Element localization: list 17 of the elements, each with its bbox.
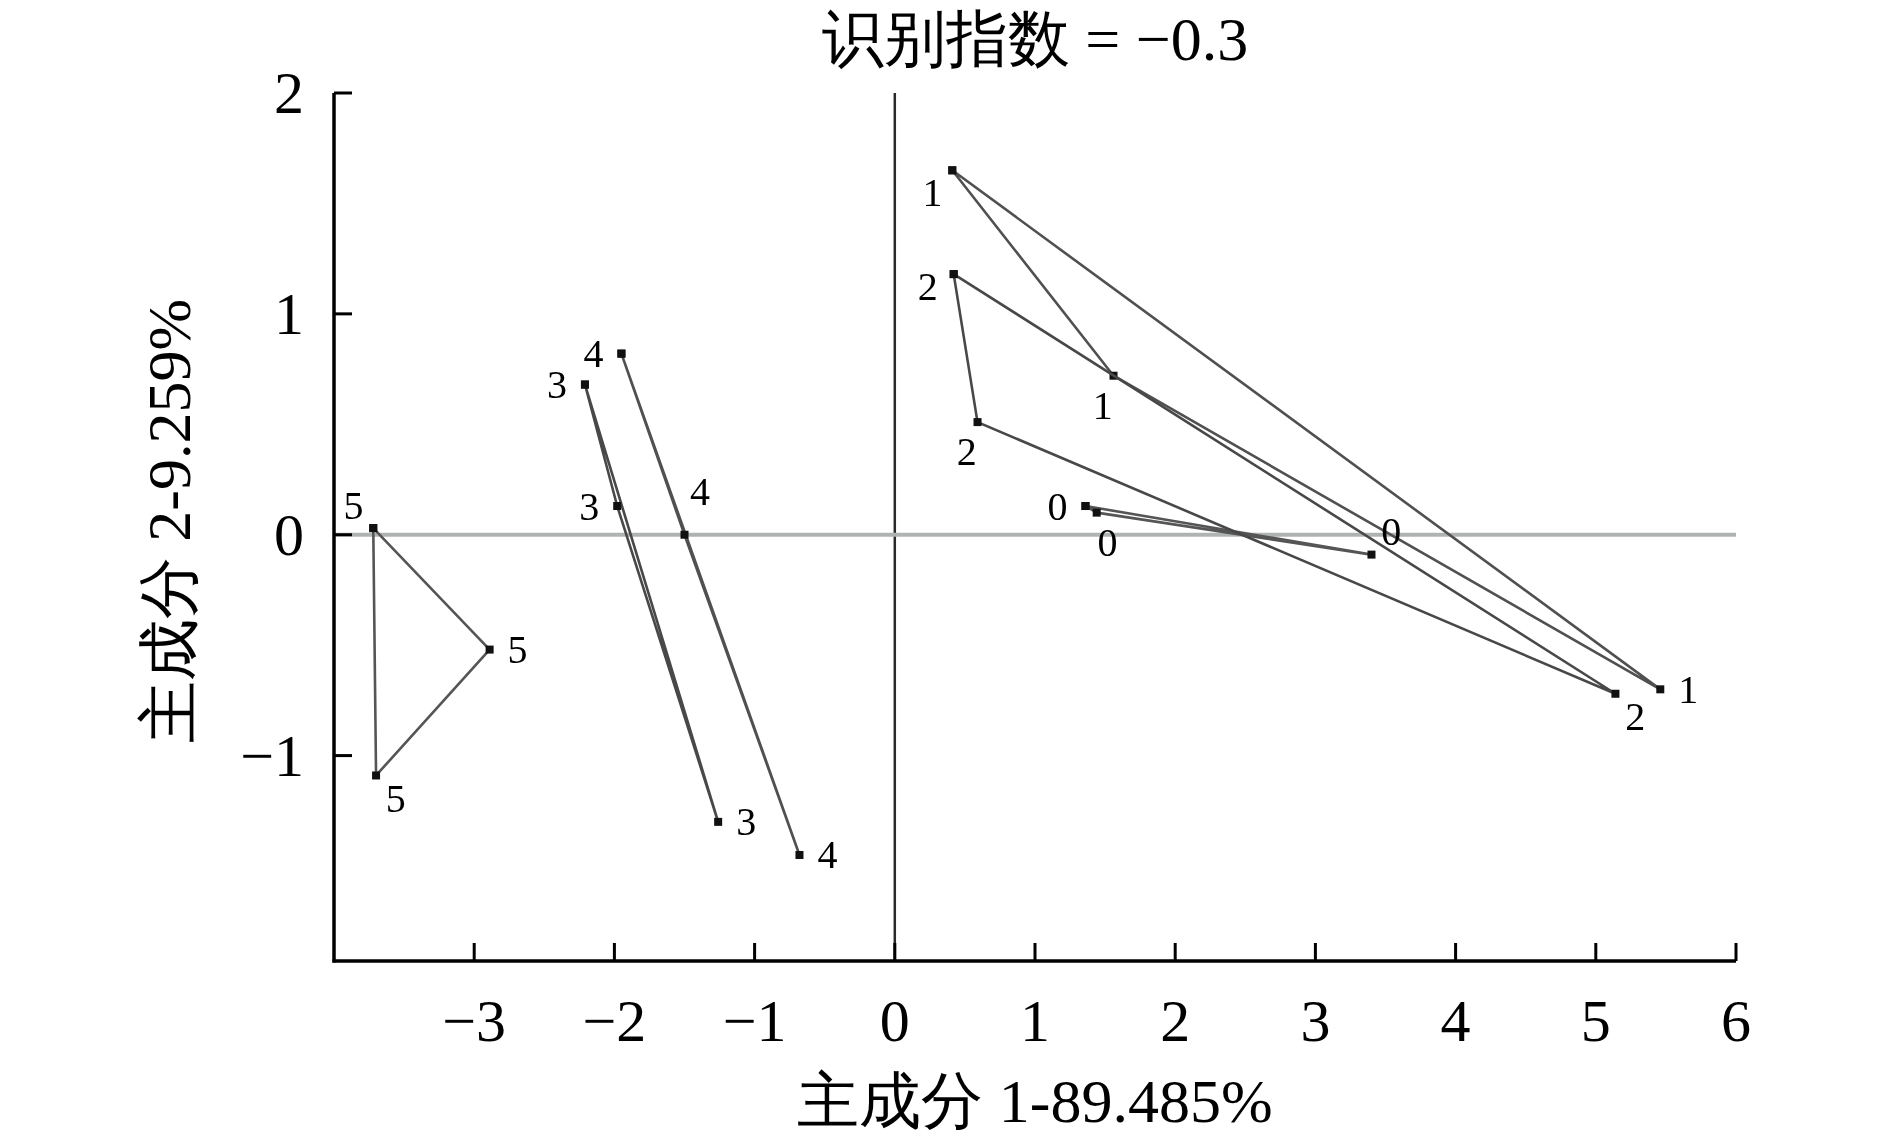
y-tick-label: 1 xyxy=(274,280,304,347)
x-tick-label: 2 xyxy=(1160,988,1191,1054)
x-tick-label: 4 xyxy=(1440,988,1471,1054)
x-tick-label: −3 xyxy=(442,988,507,1054)
chart-title: 识别指数 = −0.3 xyxy=(821,5,1249,73)
y-tick-label: 0 xyxy=(274,501,304,568)
x-tick-label: −2 xyxy=(582,988,647,1054)
y-tick-label: −1 xyxy=(240,722,304,789)
x-tick-label: 6 xyxy=(1721,988,1751,1054)
y-axis-title: 主成分 2-9.259% xyxy=(135,298,203,744)
x-axis-title: 主成分 1-89.485% xyxy=(797,1067,1273,1135)
x-tick-label: 5 xyxy=(1580,988,1611,1054)
x-tick-label: 3 xyxy=(1300,988,1331,1054)
x-tick-label: 1 xyxy=(1020,988,1050,1054)
x-tick-label: 0 xyxy=(879,988,910,1054)
x-tick-label: −1 xyxy=(722,988,787,1054)
y-tick-label: 2 xyxy=(274,60,304,126)
